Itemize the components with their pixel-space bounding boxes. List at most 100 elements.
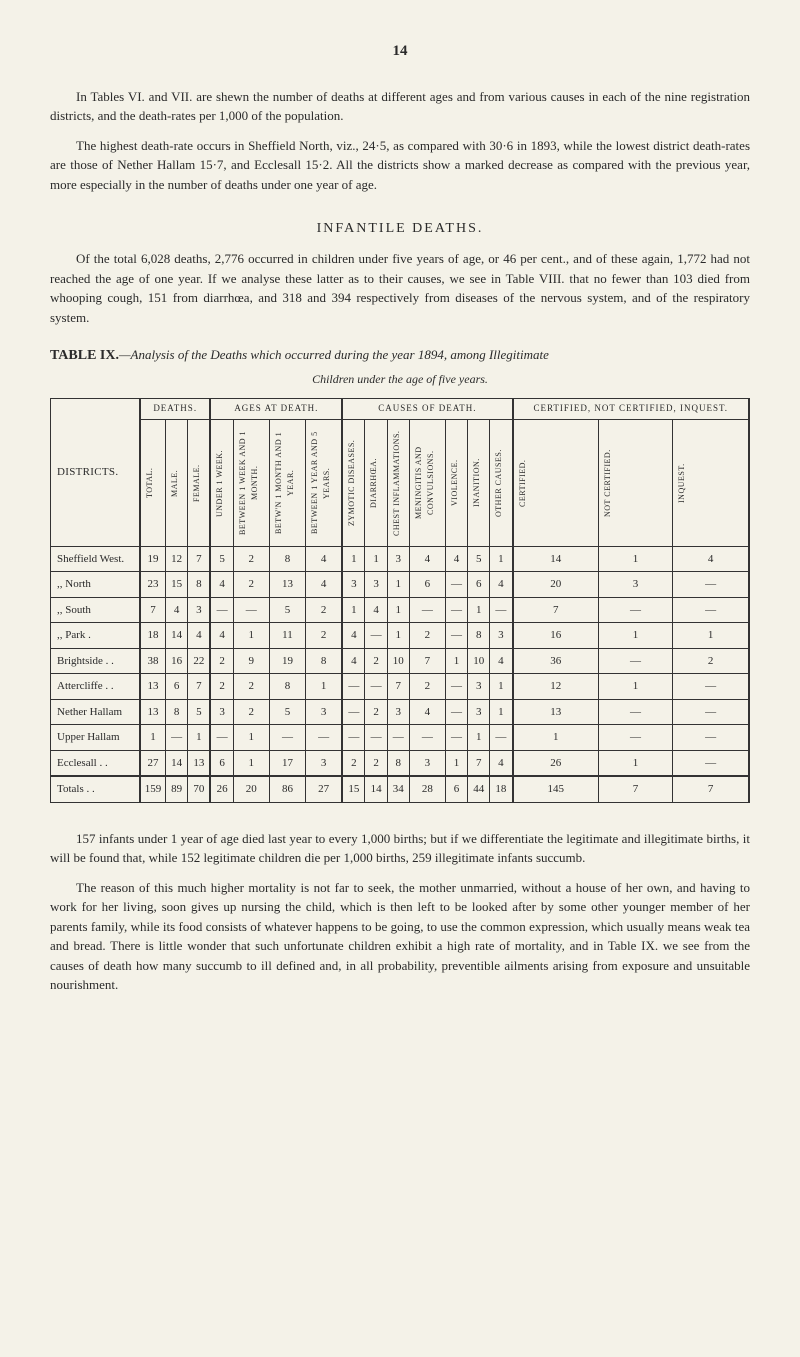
cell: 1: [598, 546, 672, 572]
cell: 34: [387, 776, 409, 802]
cell: 12: [166, 546, 188, 572]
cell: 7: [513, 597, 599, 623]
cert-group: CERTIFIED, NOT CERTIFIED, INQUEST.: [513, 399, 750, 420]
paragraph-5: The reason of this much higher mortality…: [50, 878, 750, 995]
cell: 2: [365, 699, 387, 725]
col-other: OTHER CAUSES.: [492, 424, 506, 542]
cell: 19: [269, 648, 305, 674]
cell: 2: [306, 623, 343, 649]
cell: 16: [513, 623, 599, 649]
cell: 22: [188, 648, 211, 674]
table-row: Upper Hallam1—1—1———————1—1——: [51, 725, 750, 751]
cell: —: [673, 699, 749, 725]
cell: 23: [140, 572, 166, 598]
cell: 145: [513, 776, 599, 802]
cell: 1: [387, 623, 409, 649]
cell: 1: [306, 674, 343, 700]
cell: 27: [306, 776, 343, 802]
cell: 18: [490, 776, 513, 802]
cell: 4: [490, 648, 513, 674]
cell: 26: [513, 750, 599, 776]
cell: —: [445, 725, 467, 751]
cell: 3: [387, 546, 409, 572]
cell: 20: [513, 572, 599, 598]
cell: 1: [673, 623, 749, 649]
cell: 4: [210, 572, 233, 598]
cell: —: [210, 725, 233, 751]
deaths-group: DEATHS.: [140, 399, 211, 420]
cell: —: [342, 725, 365, 751]
cell: —: [306, 725, 343, 751]
cell: —: [269, 725, 305, 751]
col-btw1w1m: BETWEEN 1 WEEK AND 1 MONTH.: [236, 424, 262, 542]
row-label: Attercliffe . .: [51, 674, 140, 700]
cell: —: [409, 597, 445, 623]
table-row: Ecclesall . .271413611732283174261—: [51, 750, 750, 776]
cell: 13: [140, 674, 166, 700]
cell: 9: [233, 648, 269, 674]
col-total: TOTAL.: [143, 424, 157, 542]
cell: 2: [409, 623, 445, 649]
cell: 2: [342, 750, 365, 776]
cell: 3: [409, 750, 445, 776]
table-row: ,, Park .18144411124—12—831611: [51, 623, 750, 649]
cell: 4: [210, 623, 233, 649]
cell: 16: [166, 648, 188, 674]
col-meningitis: MENINGITIS AND CONVULSIONS.: [412, 424, 438, 542]
cell: 14: [166, 623, 188, 649]
cell: 7: [188, 546, 211, 572]
cell: —: [490, 725, 513, 751]
cell: 4: [342, 623, 365, 649]
cell: 8: [269, 546, 305, 572]
data-table: DISTRICTS. DEATHS. AGES AT DEATH. CAUSES…: [50, 398, 750, 803]
table-body: Sheffield West.19127528411344511414,, No…: [51, 546, 750, 802]
cell: 2: [210, 674, 233, 700]
cell: 1: [513, 725, 599, 751]
cell: 6: [210, 750, 233, 776]
cell: —: [598, 597, 672, 623]
row-label: ,, South: [51, 597, 140, 623]
causes-group: CAUSES OF DEATH.: [342, 399, 512, 420]
cell: 2: [233, 699, 269, 725]
cell: 1: [140, 725, 166, 751]
cell: 1: [233, 623, 269, 649]
cell: 2: [210, 648, 233, 674]
row-label: Totals . .: [51, 776, 140, 802]
cell: 20: [233, 776, 269, 802]
cell: 14: [166, 750, 188, 776]
cell: 12: [513, 674, 599, 700]
cell: 8: [468, 623, 490, 649]
cell: —: [598, 699, 672, 725]
ages-group: AGES AT DEATH.: [210, 399, 342, 420]
row-label: ,, North: [51, 572, 140, 598]
cell: —: [673, 597, 749, 623]
cell: 5: [188, 699, 211, 725]
cell: 4: [673, 546, 749, 572]
cell: 1: [445, 750, 467, 776]
cell: 13: [188, 750, 211, 776]
cell: —: [445, 623, 467, 649]
table-label: TABLE IX.: [50, 348, 119, 363]
cell: 2: [233, 674, 269, 700]
col-inanition: INANITION.: [470, 424, 484, 542]
table-row: ,, South743——52141——1—7——: [51, 597, 750, 623]
cell: 7: [387, 674, 409, 700]
cell: 159: [140, 776, 166, 802]
cell: —: [673, 572, 749, 598]
col-chest: CHEST INFLAMMATIONS.: [390, 424, 404, 542]
cell: 4: [409, 546, 445, 572]
cell: 8: [166, 699, 188, 725]
column-header-row: TOTAL. MALE. FEMALE. UNDER 1 WEEK. BETWE…: [51, 419, 750, 546]
cell: 4: [409, 699, 445, 725]
col-zymotic: ZYMOTIC DISEASES.: [345, 424, 359, 542]
cell: 1: [490, 674, 513, 700]
cell: 3: [468, 674, 490, 700]
row-label: Brightside . .: [51, 648, 140, 674]
cell: 6: [445, 776, 467, 802]
cell: 6: [468, 572, 490, 598]
cell: 2: [306, 597, 343, 623]
table-row: Attercliffe . .13672281——72—31121—: [51, 674, 750, 700]
cell: 2: [409, 674, 445, 700]
paragraph-1: In Tables VI. and VII. are shewn the num…: [50, 87, 750, 126]
cell: 26: [210, 776, 233, 802]
